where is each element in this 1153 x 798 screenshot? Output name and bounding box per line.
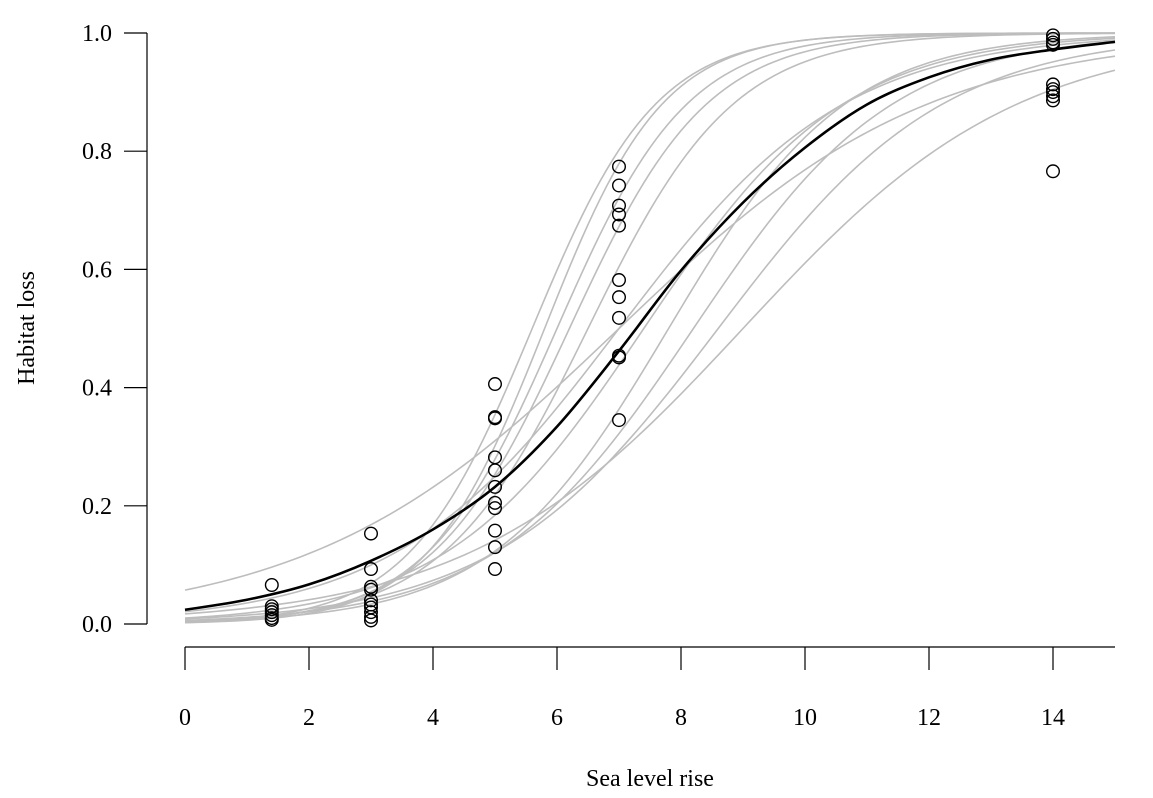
individual-curves — [184, 32, 1116, 624]
data-point-36 — [612, 310, 627, 325]
y-tick-label-3: 0.6 — [82, 257, 112, 283]
data-point-20 — [488, 411, 503, 426]
x-axis-title: Sea level rise — [586, 766, 714, 792]
x-tick-label-10: 10 — [793, 705, 817, 731]
individual-curve-3 — [184, 32, 1116, 623]
individual-curve-8 — [184, 36, 1116, 623]
y-axis-title: Habitat loss — [14, 271, 40, 385]
y-tick-label-4: 0.8 — [82, 139, 112, 165]
data-point-11 — [364, 582, 379, 597]
data-point-31 — [612, 198, 627, 213]
individual-curve-7 — [184, 37, 1116, 619]
y-axis-ticks: 0.0 0.2 0.4 0.6 0.8 1.0 — [82, 21, 147, 638]
y-tick-label-1: 0.2 — [82, 494, 112, 520]
data-point-15 — [364, 605, 379, 620]
data-point-35 — [612, 290, 627, 305]
y-tick-label-0: 0.0 — [82, 612, 112, 638]
data-points — [264, 28, 1060, 628]
data-point-41 — [1045, 31, 1060, 46]
data-point-49 — [1045, 164, 1060, 179]
mean-curve-group — [184, 40, 1116, 612]
individual-curve-11 — [184, 69, 1116, 615]
data-point-33 — [612, 218, 627, 233]
data-point-44 — [1045, 77, 1060, 92]
y-tick-label-2: 0.4 — [82, 376, 112, 402]
individual-curve-9 — [184, 40, 1116, 622]
y-tick-label-5: 1.0 — [82, 21, 112, 47]
data-point-23 — [488, 479, 503, 494]
data-point-34 — [612, 273, 627, 288]
data-point-40 — [1045, 28, 1060, 43]
data-point-17 — [364, 613, 379, 628]
x-tick-label-8: 8 — [675, 705, 687, 731]
data-point-32 — [612, 207, 627, 222]
data-point-29 — [612, 159, 627, 174]
x-axis-ticks: 0 2 4 6 8 10 12 14 — [179, 647, 1065, 731]
individual-curve-2 — [184, 32, 1115, 624]
individual-curve-5 — [184, 32, 1116, 623]
data-point-38 — [612, 350, 627, 365]
data-point-12 — [364, 593, 379, 608]
data-point-16 — [364, 609, 379, 624]
x-tick-label-4: 4 — [427, 705, 439, 731]
individual-curve-12 — [184, 55, 1116, 591]
individual-curve-10 — [184, 49, 1116, 620]
data-point-25 — [488, 501, 503, 516]
data-point-39 — [612, 413, 627, 428]
x-tick-label-2: 2 — [303, 705, 315, 731]
data-point-30 — [612, 178, 627, 193]
x-tick-label-6: 6 — [551, 705, 563, 731]
mean-curve — [184, 40, 1116, 612]
data-point-8 — [364, 526, 379, 541]
data-point-28 — [488, 562, 503, 577]
data-point-21 — [488, 450, 503, 465]
data-point-47 — [1045, 89, 1060, 104]
x-tick-label-0: 0 — [179, 705, 191, 731]
data-point-27 — [488, 540, 503, 555]
data-point-1 — [264, 577, 279, 592]
x-tick-label-12: 12 — [917, 705, 941, 731]
individual-curve-6 — [184, 39, 1116, 613]
data-point-18 — [488, 377, 503, 392]
individual-curve-1 — [184, 32, 1115, 623]
data-point-7 — [264, 612, 279, 627]
individual-curve-4 — [184, 32, 1116, 623]
data-point-22 — [488, 463, 503, 478]
data-point-26 — [488, 523, 503, 538]
data-point-46 — [1045, 85, 1060, 100]
data-point-9 — [364, 562, 379, 577]
x-tick-label-14: 14 — [1041, 705, 1065, 731]
data-point-43 — [1045, 37, 1060, 52]
data-point-48 — [1045, 93, 1060, 108]
data-point-24 — [488, 495, 503, 510]
